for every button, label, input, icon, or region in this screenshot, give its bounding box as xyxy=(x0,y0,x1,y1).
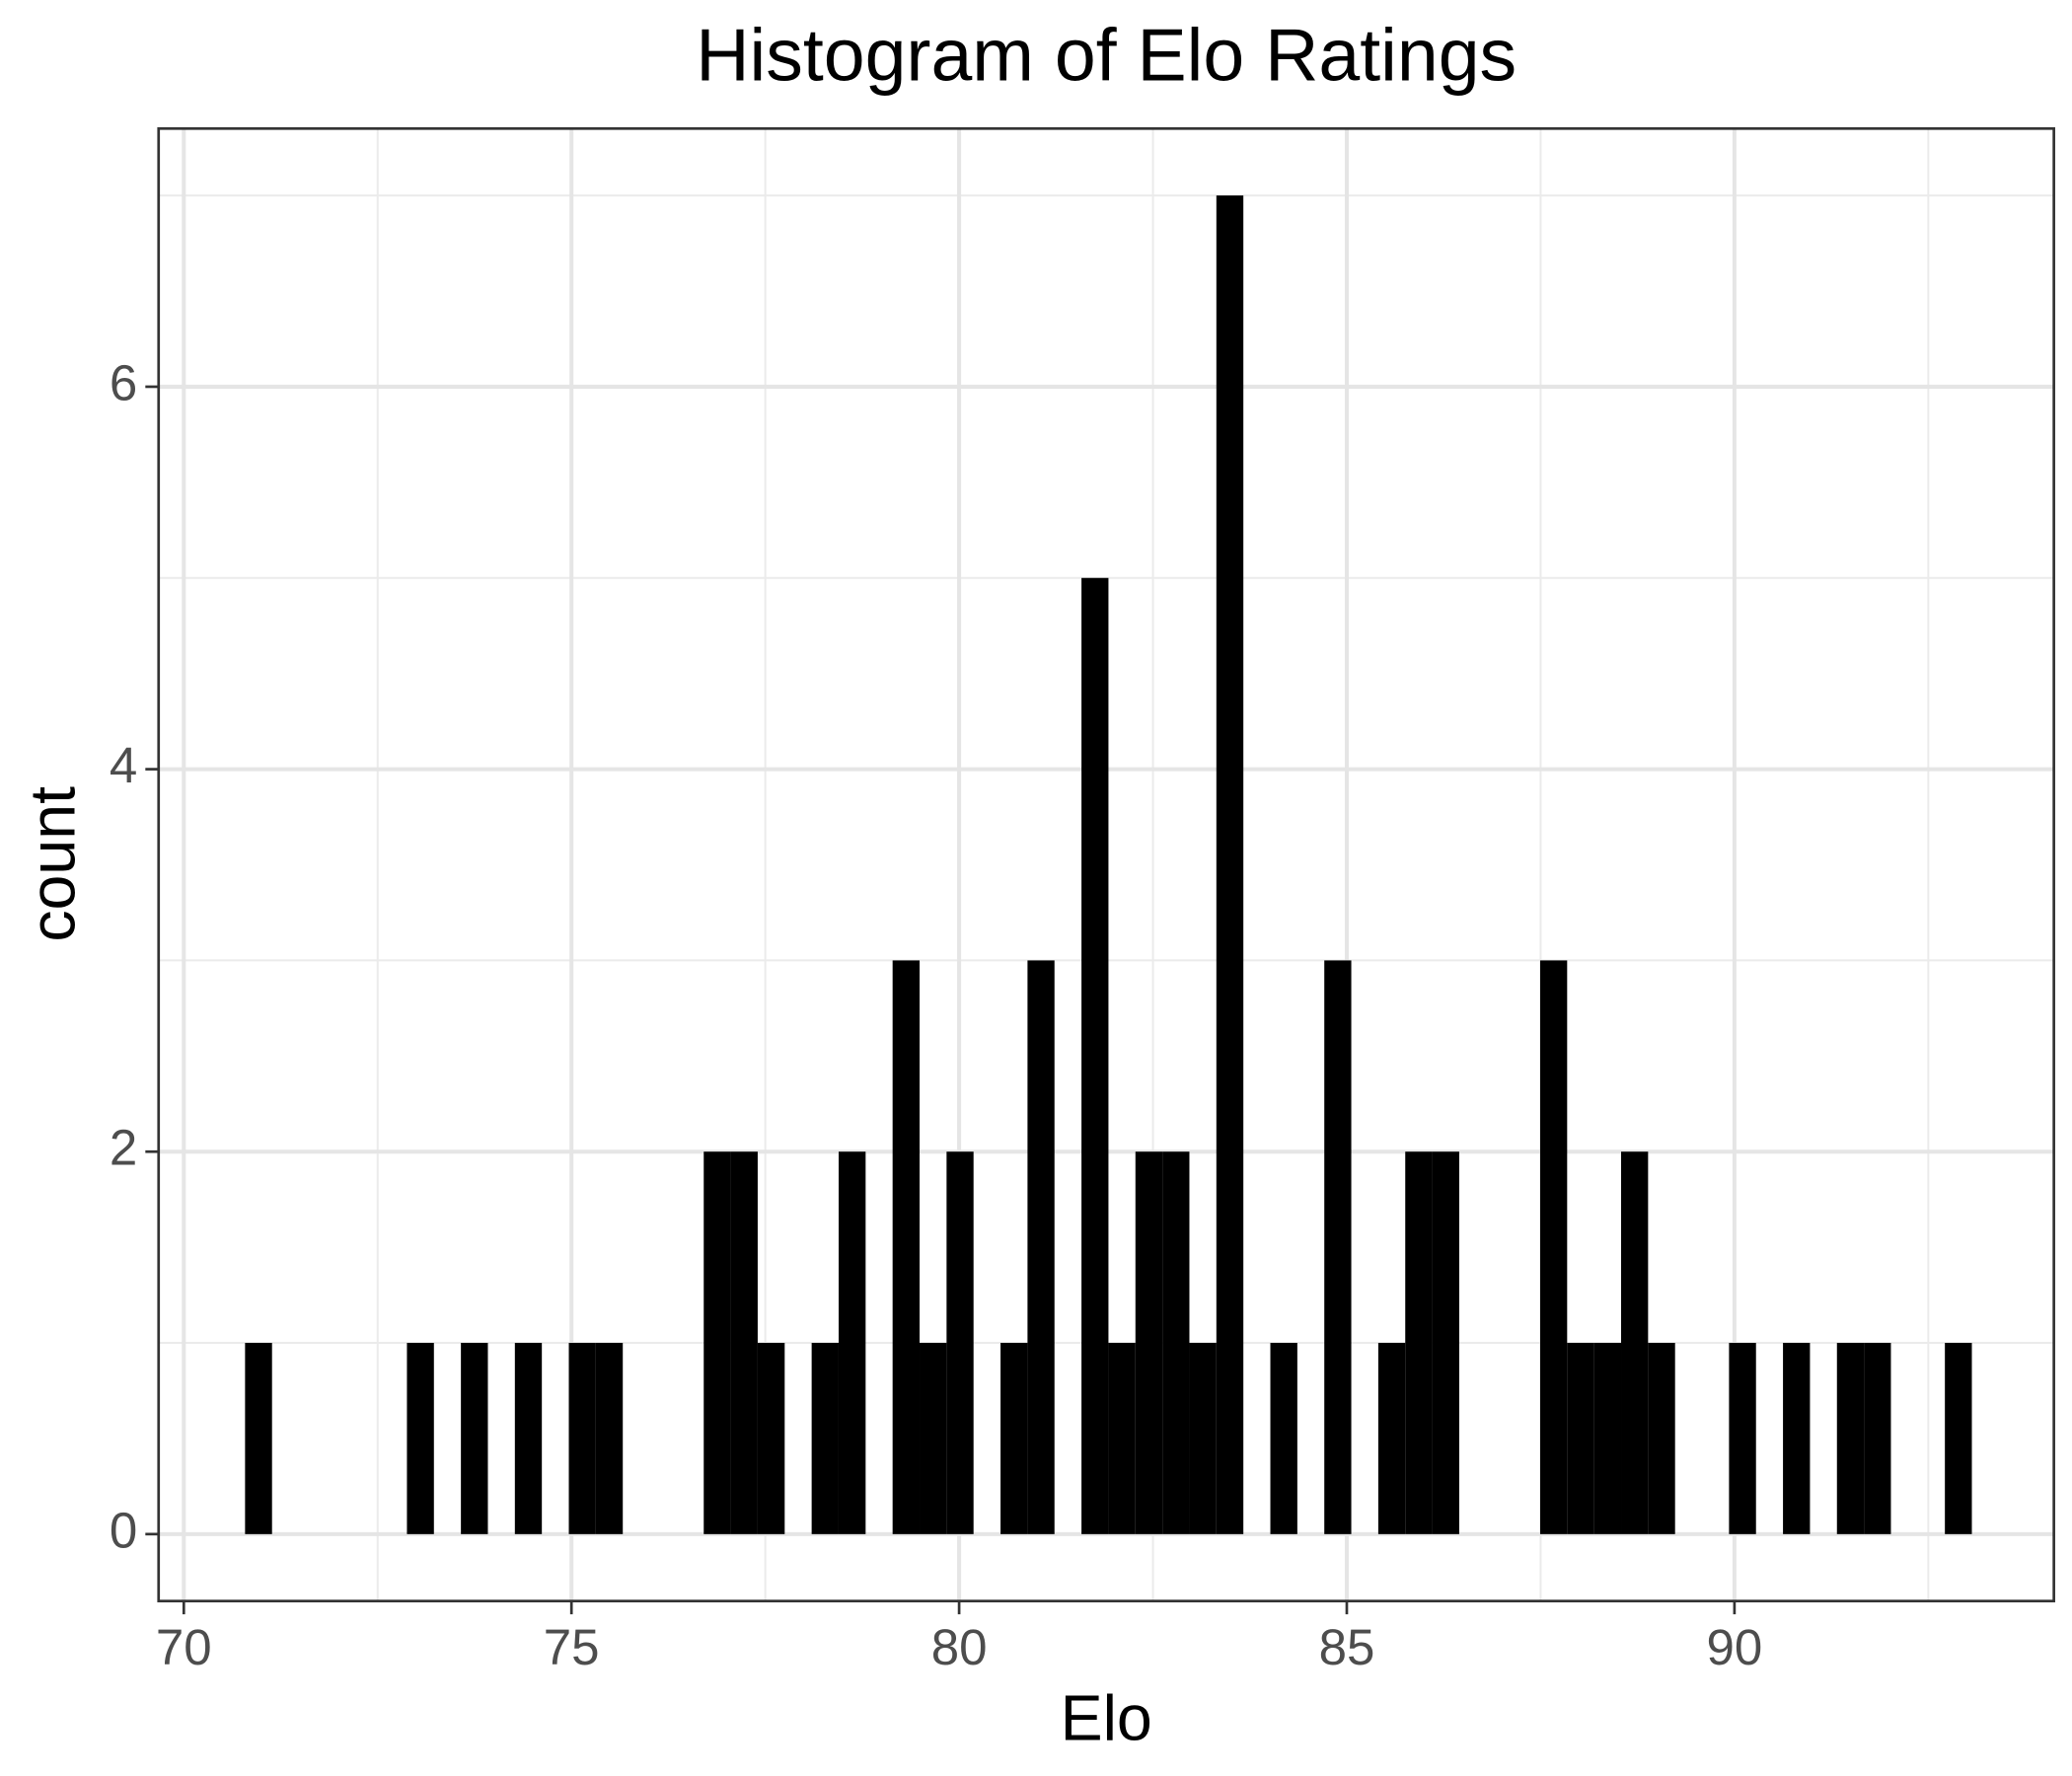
y-tick-label: 4 xyxy=(110,737,137,793)
bar xyxy=(1377,1343,1406,1534)
bar xyxy=(730,1151,758,1534)
x-tick-label: 75 xyxy=(544,1619,600,1675)
bar xyxy=(1648,1343,1675,1534)
bar xyxy=(1027,960,1055,1534)
panel-border xyxy=(157,126,2055,1603)
bar xyxy=(1135,1151,1163,1534)
bar xyxy=(245,1343,272,1534)
bar xyxy=(1216,195,1244,1534)
x-tick-label: 90 xyxy=(1707,1619,1763,1675)
bar xyxy=(1567,1343,1594,1534)
bar xyxy=(757,1343,785,1534)
bar xyxy=(1621,1151,1649,1534)
y-tick-label: 2 xyxy=(110,1120,137,1176)
bar xyxy=(1000,1343,1028,1534)
bar xyxy=(920,1343,947,1534)
bar xyxy=(407,1343,434,1534)
bar xyxy=(1593,1343,1622,1534)
bar xyxy=(1539,960,1568,1534)
bar xyxy=(1783,1343,1811,1534)
bar xyxy=(1405,1151,1433,1534)
bar xyxy=(811,1343,839,1534)
bar xyxy=(1324,960,1352,1534)
x-tick-label: 80 xyxy=(931,1619,988,1675)
bar xyxy=(1270,1343,1297,1534)
bar xyxy=(946,1151,974,1534)
bar xyxy=(1864,1343,1891,1534)
bar xyxy=(1836,1343,1865,1534)
bar xyxy=(1729,1343,1756,1534)
x-axis-title: Elo xyxy=(1061,1682,1152,1753)
chart-title: Histogram of Elo Ratings xyxy=(696,14,1517,97)
bar xyxy=(568,1343,596,1534)
bar xyxy=(595,1343,624,1534)
y-tick-label: 0 xyxy=(110,1502,137,1558)
y-tick-label: 6 xyxy=(110,354,137,410)
x-tick-label: 85 xyxy=(1319,1619,1375,1675)
bar xyxy=(703,1151,731,1534)
bar xyxy=(1432,1151,1459,1534)
bar xyxy=(838,1151,866,1534)
bar xyxy=(1108,1343,1136,1534)
bar xyxy=(461,1343,488,1534)
bar xyxy=(892,960,921,1534)
bar xyxy=(1189,1343,1217,1534)
y-axis-title: count xyxy=(18,786,89,942)
bar xyxy=(514,1343,543,1534)
bar xyxy=(1945,1343,1972,1534)
bar xyxy=(1162,1151,1190,1534)
x-tick-label: 70 xyxy=(156,1619,212,1675)
bar xyxy=(1081,577,1109,1534)
